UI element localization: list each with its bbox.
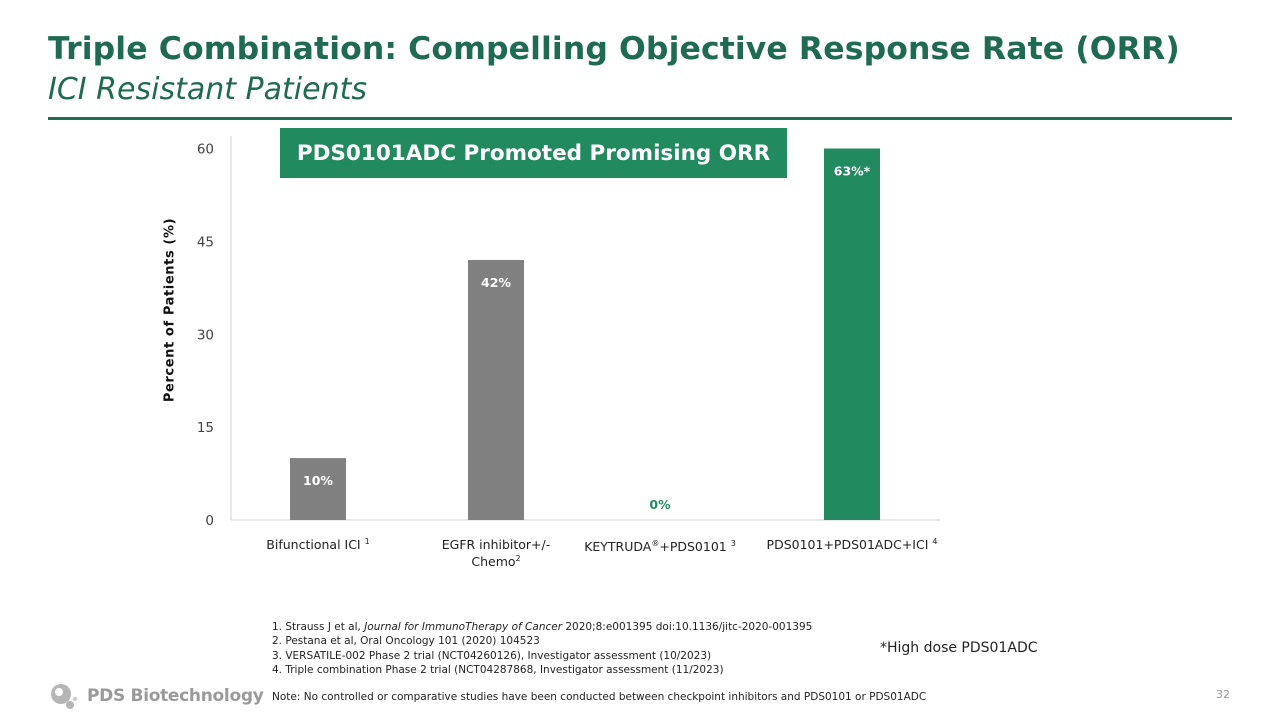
- registered-mark: ®: [651, 538, 660, 548]
- footnote-3: 3. VERSATILE-002 Phase 2 trial (NCT04260…: [272, 649, 712, 662]
- x-tick-label: Bifunctional ICI 1: [266, 536, 369, 553]
- bar: [824, 148, 880, 520]
- y-tick-label: 60: [197, 142, 214, 158]
- disclaimer-note: Note: No controlled or comparative studi…: [272, 691, 927, 703]
- footnote-ref: 3: [730, 538, 736, 548]
- data-label: 0%: [649, 497, 671, 512]
- title-divider: [48, 117, 1232, 120]
- footnote-ref: 2: [515, 553, 521, 563]
- x-tick-label-text: EGFR inhibitor+/-: [441, 537, 551, 552]
- footnote-ref: 4: [932, 536, 938, 546]
- slide-title: Triple Combination: Compelling Objective…: [48, 31, 1180, 67]
- journal-name: Journal for ImmunoTherapy of Cancer: [364, 621, 563, 633]
- x-tick-label-text: Chemo: [471, 554, 516, 569]
- logo-text: PDS Biotechnology: [87, 686, 264, 706]
- x-tick-label-text: Bifunctional ICI: [266, 537, 365, 552]
- bar: [290, 458, 346, 520]
- footnote-2: 2. Pestana et al, Oral Oncology 101 (202…: [272, 635, 540, 648]
- footnote-1: 1. Strauss J et al, Journal for ImmunoTh…: [272, 620, 812, 634]
- data-label: 63%*: [834, 164, 871, 179]
- x-tick-label: EGFR inhibitor+/- Chemo2: [442, 536, 551, 570]
- high-dose-note: *High dose PDS01ADC: [880, 640, 1038, 656]
- x-tick-label: PDS0101+PDS01ADC+ICI 4: [767, 536, 938, 553]
- footnote-4: 4. Triple combination Phase 2 trial (NCT…: [272, 663, 724, 676]
- footnote-ref: 1: [364, 536, 370, 546]
- y-axis-label: Percent of Patients (%): [162, 217, 178, 403]
- x-tick-label-text: +PDS0101: [659, 539, 731, 554]
- x-tick-label: KEYTRUDA®+PDS0101 3: [584, 538, 736, 555]
- x-tick-label-text: PDS0101+PDS01ADC+ICI: [766, 537, 933, 552]
- company-logo: PDS Biotechnology: [48, 681, 264, 711]
- footnote-text: 1. Strauss J et al,: [272, 621, 365, 633]
- footnotes: 1. Strauss J et al, Journal for ImmunoTh…: [272, 620, 812, 677]
- logo-icon: [51, 684, 77, 709]
- y-tick-label: 45: [197, 234, 214, 250]
- footnote-text: 2020;8:e001395 doi:10.1136/jitc-2020-001…: [562, 621, 813, 633]
- page-number: 32: [1216, 688, 1230, 701]
- data-label: 10%: [303, 473, 333, 488]
- y-tick-label: 15: [197, 420, 214, 436]
- chart-banner: PDS0101ADC Promoted Promising ORR: [280, 128, 787, 178]
- slide-subtitle: ICI Resistant Patients: [48, 72, 367, 107]
- x-tick-label-text: KEYTRUDA: [584, 539, 652, 554]
- bar: [468, 259, 524, 520]
- y-tick-label: 0: [205, 513, 214, 529]
- data-label: 42%: [481, 275, 511, 290]
- y-tick-label: 30: [197, 327, 214, 343]
